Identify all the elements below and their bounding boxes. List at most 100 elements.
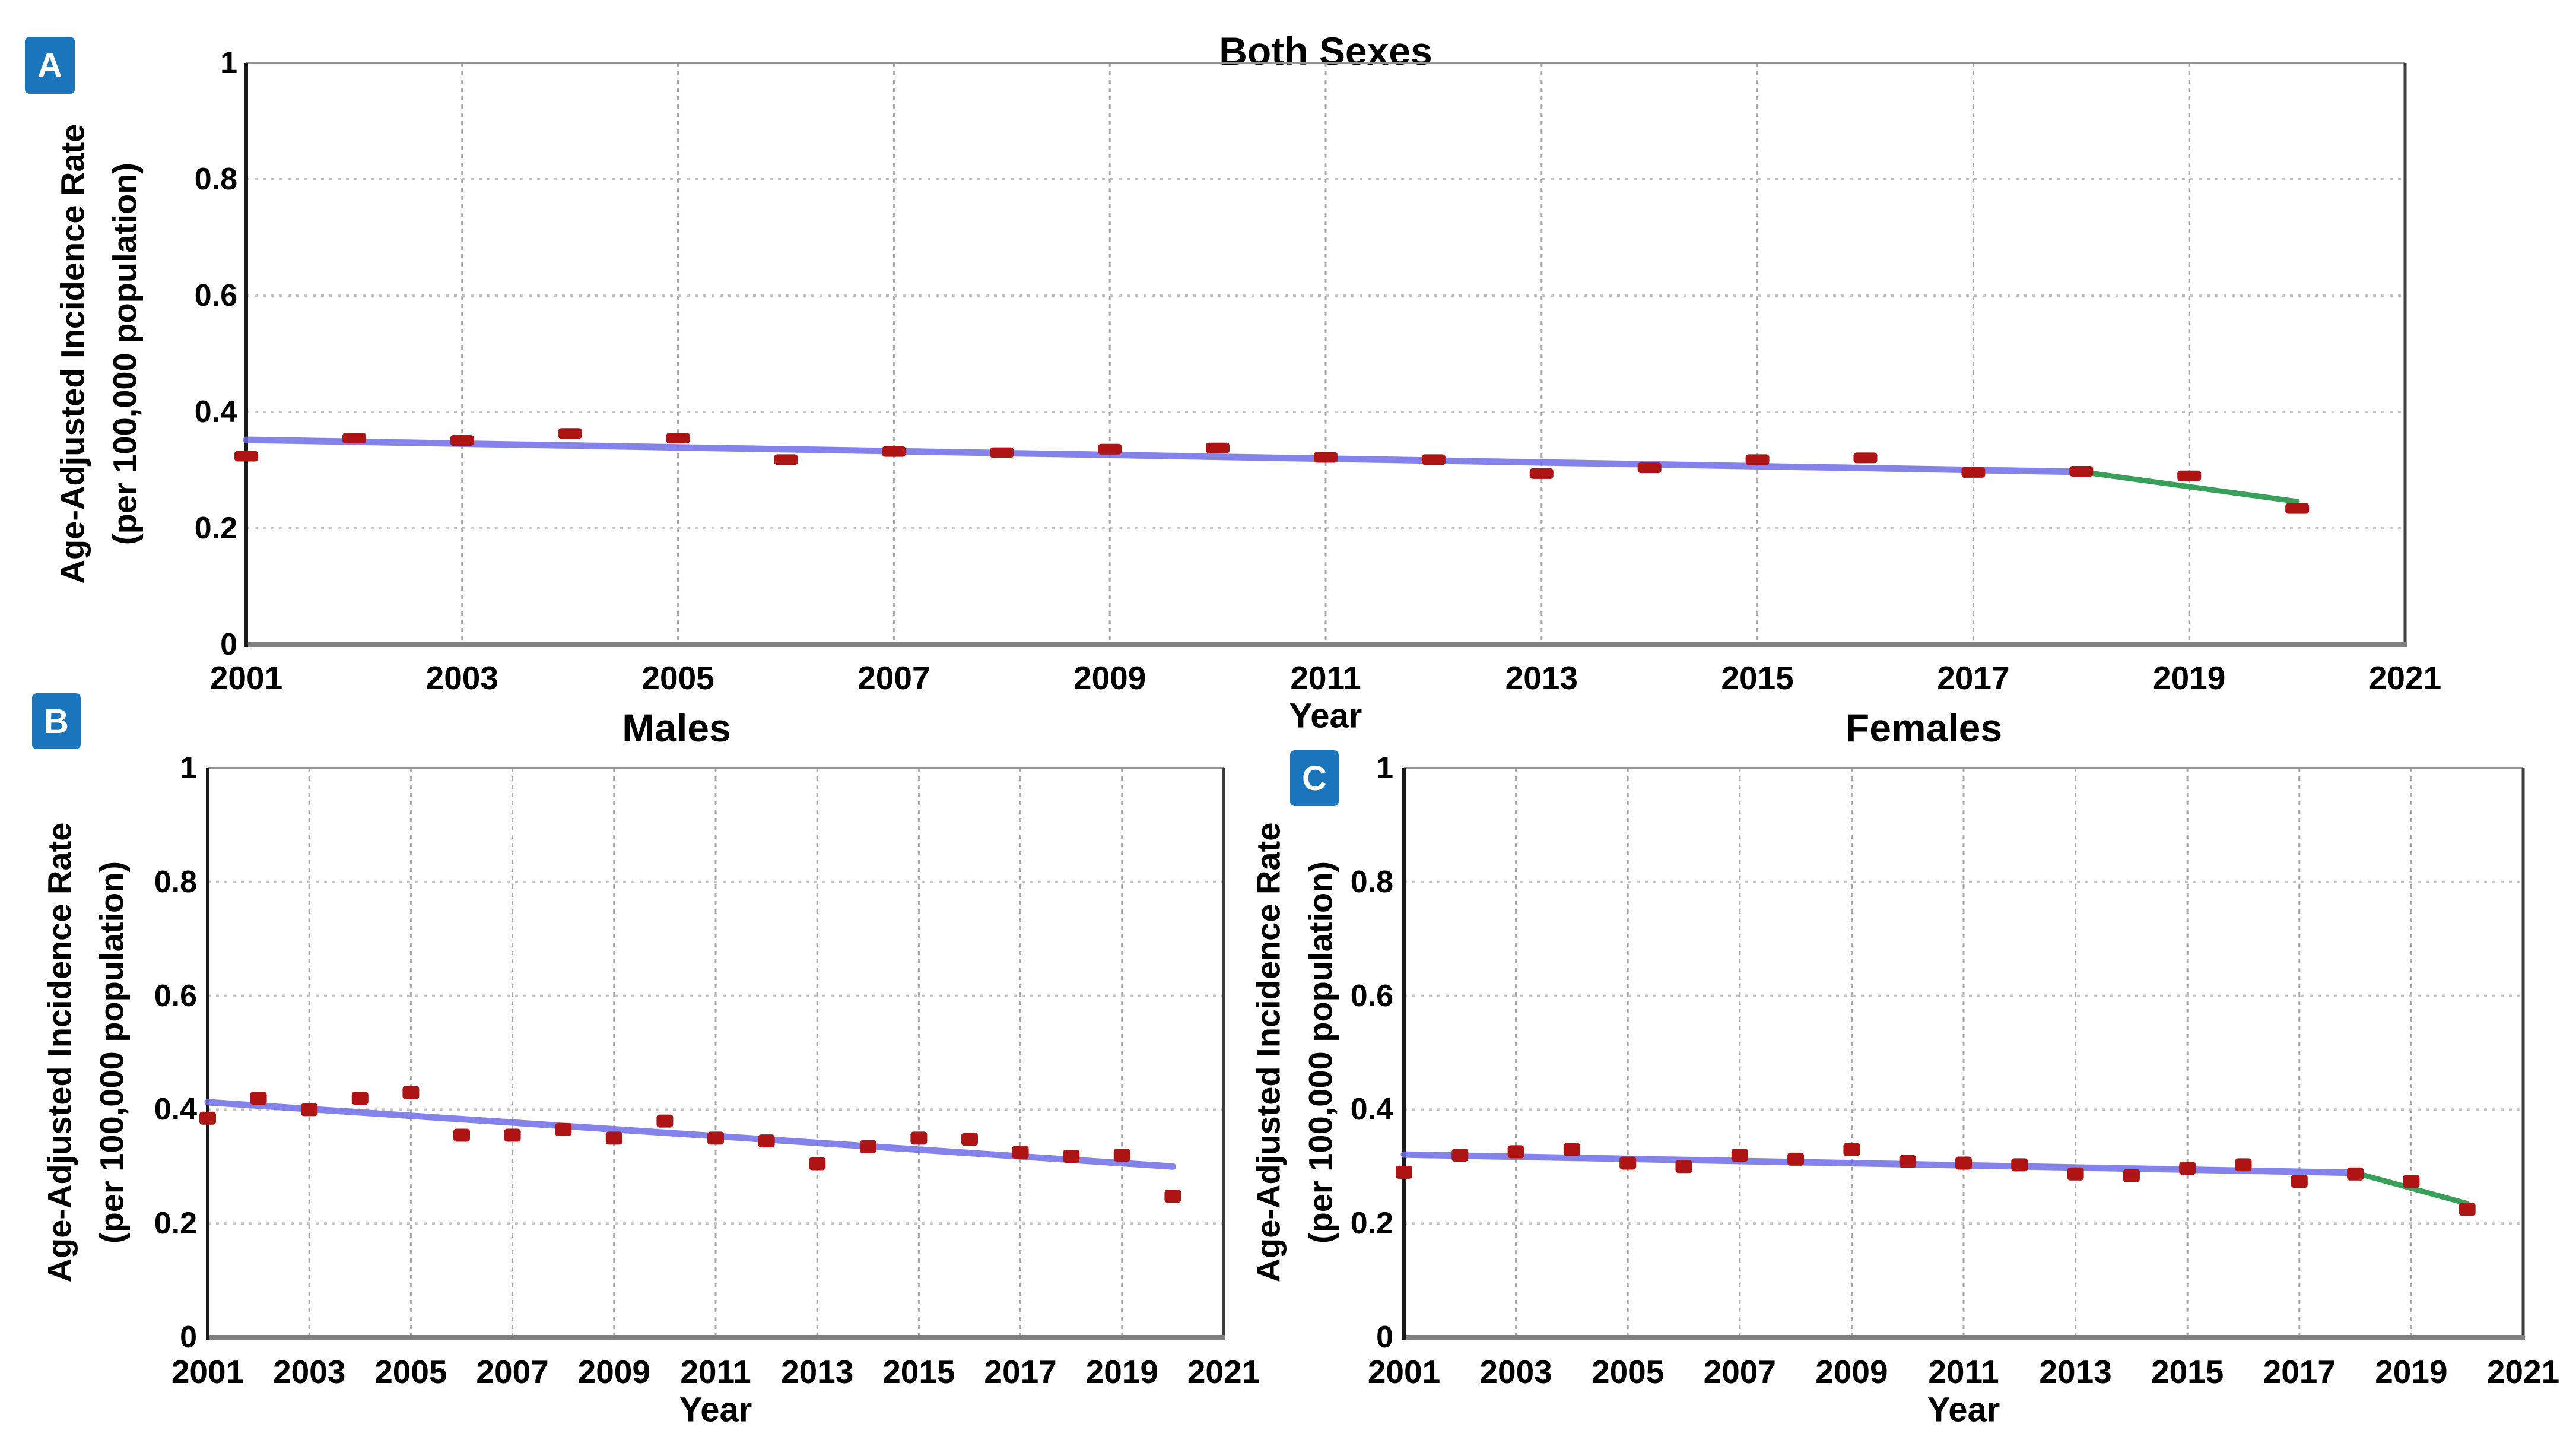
y-tick-label: 0.6 [194, 278, 237, 313]
data-marker [1012, 1146, 1029, 1159]
x-tick-label: 2013 [1505, 659, 1578, 696]
x-tick-label: 2005 [641, 659, 714, 696]
x-tick-label: 2013 [2039, 1353, 2112, 1390]
trend-line-blue [204, 1099, 1176, 1170]
data-marker [1396, 1165, 1412, 1179]
data-marker [504, 1128, 521, 1142]
y-tick-label: 0.6 [1350, 978, 1393, 1013]
data-marker [2179, 1162, 2196, 1175]
data-marker [558, 428, 582, 439]
x-tick-label: 2011 [1928, 1353, 1999, 1390]
data-marker [1507, 1145, 1524, 1159]
data-marker [555, 1122, 572, 1136]
x-tick-label: 2013 [781, 1353, 854, 1390]
x-tick-label: 2021 [1187, 1353, 1260, 1390]
plot-area-a [234, 62, 2407, 647]
data-marker [1637, 462, 1662, 474]
panel-badge-c: C [1291, 751, 1338, 805]
data-marker [1619, 1156, 1637, 1170]
data-marker [2011, 1158, 2028, 1172]
data-marker [250, 1092, 267, 1105]
x-tick-label: 2005 [1592, 1353, 1665, 1390]
y-tick-label: 1 [180, 751, 197, 785]
data-marker [2291, 1175, 2308, 1188]
data-marker [1899, 1155, 1916, 1168]
y-axis-label-line1: Age-Adjusted Incidence Rate [40, 822, 78, 1283]
data-marker [910, 1131, 928, 1145]
x-tick-label: 2003 [425, 659, 498, 696]
data-marker [882, 446, 906, 457]
data-marker [961, 1133, 978, 1146]
x-tick-label: 2021 [2368, 659, 2442, 696]
x-tick-label: 2009 [1073, 659, 1146, 696]
data-marker [2069, 465, 2094, 477]
y-tick-label: 0.4 [154, 1092, 197, 1127]
data-marker [1745, 454, 1770, 465]
plot-area-b [199, 767, 1225, 1340]
data-marker [453, 1128, 470, 1142]
x-tick-label: 2007 [857, 659, 930, 696]
data-marker [1853, 452, 1878, 464]
data-marker [1731, 1149, 1748, 1162]
data-marker [758, 1134, 775, 1148]
data-marker [2177, 470, 2202, 481]
y-tick-label: 1 [220, 46, 237, 80]
x-tick-label: 2009 [577, 1353, 650, 1390]
data-marker [1955, 1156, 1972, 1170]
x-tick-label: 2011 [680, 1353, 751, 1390]
data-marker [1164, 1190, 1181, 1203]
x-tick-label: 2003 [273, 1353, 346, 1390]
plot-area-c [1396, 767, 2525, 1340]
data-marker [1961, 467, 1986, 478]
data-marker [199, 1111, 216, 1125]
y-tick-label: 0 [1376, 1320, 1393, 1355]
y-tick-label: 0.8 [154, 864, 197, 899]
x-tick-label: 2005 [374, 1353, 447, 1390]
y-axis-label-line2: (per 100,000 population) [106, 162, 144, 546]
x-tick-label: 2001 [1367, 1353, 1441, 1390]
data-marker [1843, 1143, 1860, 1156]
y-tick-label: 0.2 [154, 1206, 197, 1241]
data-marker [1063, 1150, 1080, 1163]
x-tick-label: 2007 [476, 1353, 549, 1390]
data-marker [1113, 1149, 1130, 1162]
data-marker [234, 451, 258, 462]
x-tick-label: 2001 [209, 659, 283, 696]
data-marker [656, 1114, 674, 1128]
trend-line-blue [243, 436, 2085, 475]
data-marker [402, 1086, 420, 1099]
data-marker [1451, 1149, 1469, 1162]
data-marker [809, 1157, 826, 1171]
panel-badge-a: A [26, 38, 74, 93]
data-marker [1314, 452, 1338, 463]
trend-line-blue [1400, 1151, 2359, 1176]
x-tick-label: 2017 [2263, 1353, 2336, 1390]
data-marker [990, 447, 1014, 458]
y-tick-label: 0 [220, 627, 237, 662]
data-marker [1421, 454, 1446, 465]
x-tick-label: 2015 [882, 1353, 955, 1390]
x-tick-label: 2009 [1815, 1353, 1888, 1390]
y-tick-label: 0 [180, 1320, 197, 1355]
trend-line-green [2352, 1170, 2470, 1207]
x-tick-label: 2015 [2151, 1353, 2224, 1390]
x-axis-label-year: Year [1289, 696, 1362, 735]
data-marker [2123, 1169, 2140, 1182]
y-tick-label: 0.6 [154, 978, 197, 1013]
y-tick-label: 0.4 [1350, 1092, 1393, 1127]
x-axis-label-year: Year [679, 1390, 752, 1429]
data-marker [2459, 1203, 2476, 1216]
data-marker [666, 433, 690, 444]
data-marker [2067, 1167, 2084, 1181]
y-tick-label: 0.8 [1350, 864, 1393, 899]
data-marker [1098, 443, 1122, 455]
y-axis-label-line2: (per 100,000 population) [1301, 861, 1339, 1244]
y-axis-label-line2: (per 100,000 population) [93, 861, 131, 1244]
panel-title-males: Males [622, 706, 731, 750]
x-tick-label: 2017 [984, 1353, 1057, 1390]
trend-line-green [2078, 469, 2300, 505]
y-tick-label: 0.2 [194, 511, 237, 546]
data-marker [301, 1103, 318, 1117]
data-marker [707, 1131, 724, 1145]
data-marker [1206, 442, 1230, 453]
